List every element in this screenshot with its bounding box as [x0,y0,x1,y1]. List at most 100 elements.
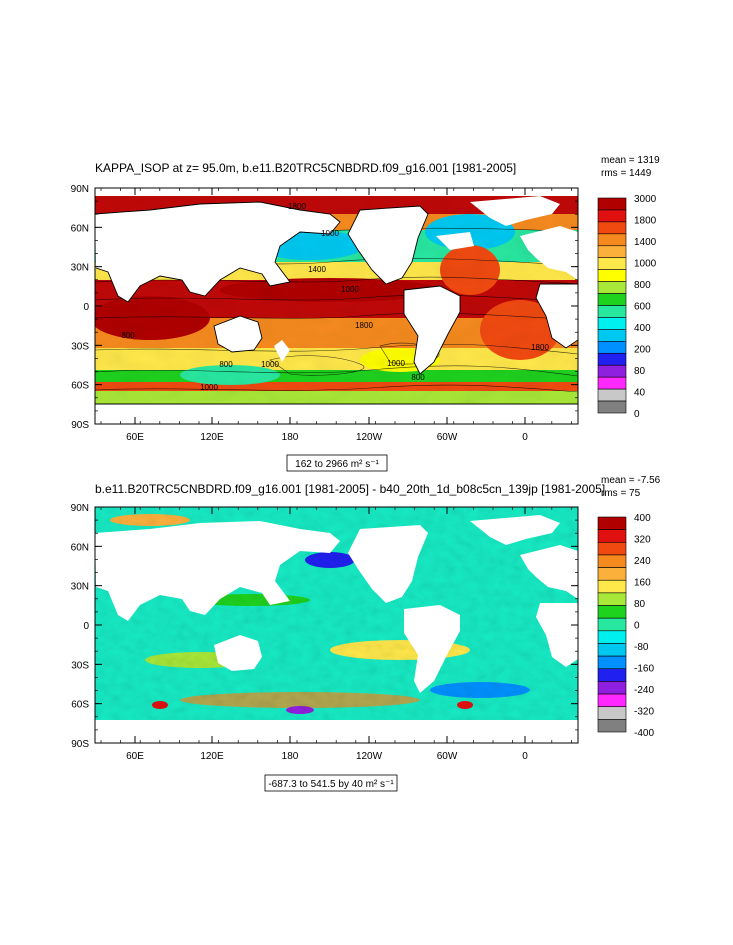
panel1-y-tick-label: 60N [71,223,89,234]
panel2-colorbar-label: 160 [634,578,651,589]
panel1-colorbar-label: 1400 [634,237,657,248]
panel1-colorbar-box [597,209,627,223]
panel2-land [95,515,578,743]
panel1-colorbar-box [597,317,627,330]
panel2-colorbar-label: 80 [634,599,646,610]
panel2-colorbar-box [597,693,627,708]
panel1-colorbar-box [597,305,627,318]
panel2-range-box [264,774,398,792]
panel1-colorbar-label: 1800 [634,216,657,227]
panel1-x-tick-label: 60W [437,432,458,443]
panel1-contour-label: 1000 [200,383,218,392]
panel1-colorbar-box [597,269,627,282]
panel1-title: KAPPA_ISOP at z= 95.0m, b.e11.B20TRC5CNB… [95,161,516,175]
panel2-range-label: -687.3 to 541.5 by 40 m² s⁻¹ [268,779,394,790]
panel1-colorbar-box [597,376,627,390]
panel-difference: b.e11.B20TRC5CNBDRD.f09_g16.001 [1981-20… [71,475,661,792]
panel2-colorbar: 400 320 240 160 80 0 -80 -160 -240 -320 -400 [597,513,654,739]
panel2-rms: rms = 75 [601,488,641,499]
panel2-colorbar-box [597,630,627,644]
panel1-x-tick-label: 60E [126,432,144,443]
panel1-y-tick-label: 90N [71,184,89,195]
panel2-x-tick-label: 60E [126,751,144,762]
panel1-colorbar-box [597,257,627,270]
panel1-colorbar-box [597,281,627,294]
panel1-colorbar-label: 0 [634,409,640,420]
panel2-y-tick-label: 60N [71,542,89,553]
panel1-y-tick-label: 60S [71,381,89,392]
panel2-colorbar-label: -320 [634,707,654,718]
panel1-colorbar-box [597,221,627,235]
panel2-y-tick-label: 30S [71,660,89,671]
panel1-land [95,188,578,424]
panel1-contour-label: 800 [411,373,425,382]
panel2-colorbar-box [597,592,627,606]
panel2-colorbar-box [597,516,627,530]
panel2-colorbar-label: -160 [634,664,654,675]
panel2-colorbar-box [597,706,627,720]
panel1-y-tick-label: 0 [83,302,89,313]
panel1-colorbar-box [597,245,627,259]
panel2-colorbar-label: 0 [634,621,640,632]
panel2-axes: 60E 120E 180 120W 60W 0 90N 60N 30N 0 30S 60S 90S [71,503,578,762]
panel1-y-tick-label: 30S [71,341,89,352]
panel2-y-tick-label: 30N [71,582,89,593]
panel2-colorbar-box [597,567,627,581]
panel2-colorbar-label: -400 [634,728,654,739]
panel2-y-tick-label: 60S [71,700,89,711]
panel1-contour-label: 1000 [341,285,359,294]
panel1-colorbar-label: 600 [634,302,651,313]
panel2-title: b.e11.B20TRC5CNBDRD.f09_g16.001 [1981-20… [95,482,605,496]
panel2-y-tick-label: 0 [83,621,89,632]
panel1-contour-label: 1000 [261,360,279,369]
panel1-colorbar-box [597,364,627,378]
panel1-colorbar-box [597,388,627,402]
panel2-colorbar-box [597,655,627,670]
panel1-colorbar-box [597,293,627,306]
panel2-colorbar-label: 400 [634,513,651,524]
panel2-map [95,507,578,743]
panel1-x-tick-label: 120W [356,432,383,443]
panel2-colorbar-label: 320 [634,535,651,546]
panel1-colorbar-label: 40 [634,388,646,399]
panel1-colorbar-box [597,329,627,342]
panel1-contour-label: 1400 [308,265,326,274]
panel2-colorbar-box [597,643,627,657]
panel2-colorbar-box [597,605,627,619]
panel2-x-tick-label: 180 [282,751,299,762]
panel1-axes: 60E 120E 180 120W 60W 0 90N 60N 30N 0 30S 60S 90S [71,184,578,443]
panel1-contour-label: 1000 [387,359,405,368]
panel1-colorbar-box [597,233,627,247]
panel2-colorbar-label: -240 [634,685,654,696]
panel1-contour-label: 1800 [531,343,549,352]
panel1-x-tick-label: 120E [200,432,224,443]
panel1-colorbar-label: 400 [634,323,651,334]
panel2-x-tick-label: 120W [356,751,383,762]
panel1-x-tick-label: 180 [282,432,299,443]
panel1-range-label: 162 to 2966 m² s⁻¹ [295,459,379,470]
panel2-colorbar-box [597,681,627,695]
panel1-contour-label: 1800 [355,321,373,330]
panel2-colorbar-box [597,541,627,556]
panel1-colorbar-box [597,341,627,354]
panel1-mean: mean = 1319 [601,155,660,166]
panel-kappa-isop: KAPPA_ISOP at z= 95.0m, b.e11.B20TRC5CNB… [71,155,660,472]
panel2-x-tick-label: 60W [437,751,458,762]
panel1-colorbar-box [597,197,627,211]
panel1-rms: rms = 1449 [601,168,652,179]
panel1-colorbar-label: 1000 [634,259,657,270]
panel1-colorbar-label: 80 [634,366,646,377]
panel1-contour-label: 1800 [288,202,306,211]
panel1-range-box [286,454,388,472]
panel2-colorbar-box [597,617,627,632]
panel2-y-tick-label: 90S [71,739,89,750]
panel1-contour-label: 800 [219,360,233,369]
panel2-colorbar-label: -80 [634,642,649,653]
panel1-contour-label: 800 [121,331,135,340]
panel2-x-tick-label: 0 [522,751,528,762]
panel1-y-tick-label: 90S [71,420,89,431]
panel2-colorbar-box [597,554,627,568]
panel1-colorbar-label: 800 [634,280,651,291]
panel1-contour-label: 1000 [321,229,339,238]
